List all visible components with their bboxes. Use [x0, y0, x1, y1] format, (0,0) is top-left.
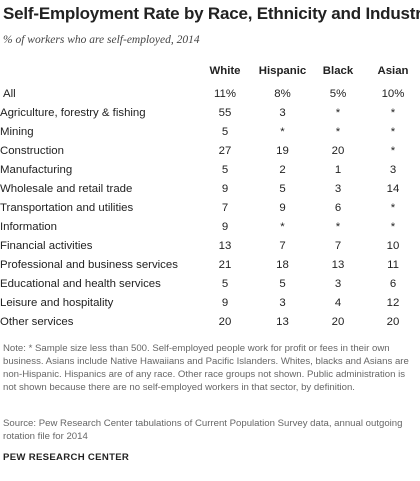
table-cell: 2 — [279, 163, 286, 176]
table-row: Mining 5 * * * — [0, 122, 420, 141]
row-label: Financial activities — [0, 239, 93, 252]
table-cell: 5% — [329, 87, 347, 100]
table-cell: 3 — [334, 182, 342, 195]
table-cell: 10% — [381, 87, 405, 100]
chart-subtitle: % of workers who are self-employed, 2014 — [3, 34, 200, 46]
table-cell: * — [335, 220, 341, 233]
table-cell: 9 — [221, 220, 229, 233]
chart-title: Self-Employment Rate by Race, Ethnicity … — [3, 4, 420, 23]
table-cell: 20 — [331, 144, 345, 157]
table-cell: 3 — [279, 296, 286, 309]
table-cell: 13 — [218, 239, 232, 252]
row-label: Educational and health services — [0, 277, 161, 290]
header-row: White Hispanic Black Asian — [0, 58, 420, 84]
header-spacer — [0, 58, 195, 84]
table-cell: 8% — [274, 87, 291, 100]
table-row-all: All 11% 8% 5% 10% — [0, 84, 420, 103]
table-cell: 3 — [389, 163, 397, 176]
data-table: White Hispanic Black Asian All 11% 8% 5% 10%… — [0, 58, 420, 331]
table-row: Wholesale and retail trade 9 5 3 14 — [0, 179, 420, 198]
table-cell: 19 — [276, 144, 289, 157]
row-label: Construction — [0, 144, 64, 157]
table-cell: 12 — [386, 296, 400, 309]
row-label: Agriculture, forestry & fishing — [0, 106, 146, 119]
footnote: Note: * Sample size less than 500. Self-… — [3, 343, 409, 393]
row-label: Professional and business services — [0, 258, 178, 271]
source-note: Source: Pew Research Center tabulations … — [3, 418, 403, 442]
table-cell: 11 — [387, 258, 399, 271]
table-row: Leisure and hospitality 9 3 4 12 — [0, 293, 420, 312]
table-cell: 21 — [218, 258, 232, 271]
table-cell: 5 — [279, 182, 286, 195]
row-label: Leisure and hospitality — [0, 296, 114, 309]
table-cell: 4 — [334, 296, 342, 309]
table-body: All 11% 8% 5% 10% Agriculture, forestry & fis… — [0, 84, 420, 331]
column-header: White — [209, 65, 241, 77]
table-cell: 10 — [386, 239, 400, 252]
row-label: Wholesale and retail trade — [0, 182, 133, 195]
table-row: Manufacturing 5 2 1 3 — [0, 160, 420, 179]
row-label: Other services — [0, 315, 74, 328]
table-cell: * — [390, 125, 396, 138]
table-cell: 20 — [331, 315, 345, 328]
table-row: Agriculture, forestry & fishing 55 3 * * — [0, 103, 420, 122]
table-cell: * — [390, 106, 396, 119]
table-cell: * — [390, 144, 396, 157]
table-cell: 11% — [214, 87, 236, 100]
table-cell: 5 — [221, 125, 229, 138]
table-cell: 5 — [221, 163, 229, 176]
table-cell: 5 — [221, 277, 229, 290]
table-cell: 7 — [334, 239, 342, 252]
table-cell: 14 — [386, 182, 400, 195]
table-cell: 6 — [389, 277, 397, 290]
row-label: Transportation and utilities — [0, 201, 134, 214]
table-row: Transportation and utilities 7 9 6 * — [0, 198, 420, 217]
table-row: Educational and health services 5 5 3 6 — [0, 274, 420, 293]
table-cell: * — [390, 201, 396, 214]
column-header: Black — [322, 65, 354, 77]
table-cell: * — [280, 125, 285, 138]
column-header: Hispanic — [258, 65, 307, 77]
table-cell: 1 — [334, 163, 342, 176]
row-label: All — [3, 87, 16, 100]
table-cell: * — [390, 220, 396, 233]
table-cell: 13 — [331, 258, 345, 271]
table-cell: 27 — [218, 144, 232, 157]
table-cell: 5 — [279, 277, 286, 290]
table-cell: * — [335, 106, 341, 119]
table-cell: 7 — [221, 201, 229, 214]
table-cell: 20 — [386, 315, 400, 328]
row-label: Information — [0, 220, 57, 233]
table-cell: 13 — [276, 315, 289, 328]
table-cell: 55 — [218, 106, 232, 119]
table-row: Construction 27 19 20 * — [0, 141, 420, 160]
column-header: Asian — [377, 65, 409, 77]
table-row: Financial activities 13 7 7 10 — [0, 236, 420, 255]
table-cell: 18 — [276, 258, 289, 271]
table-cell: 6 — [334, 201, 342, 214]
table-cell: 3 — [279, 106, 286, 119]
table-cell: 7 — [279, 239, 286, 252]
brand-logo-text: PEW RESEARCH CENTER — [3, 452, 130, 463]
table-cell: * — [335, 125, 341, 138]
table-row: Other services 20 13 20 20 — [0, 312, 420, 331]
table-cell: 9 — [221, 182, 229, 195]
table-cell: 20 — [218, 315, 232, 328]
row-label: Manufacturing — [0, 163, 73, 176]
table-row: Professional and business services 21 18 13… — [0, 255, 420, 274]
table-cell: * — [280, 220, 285, 233]
table-row: Information 9 * * * — [0, 217, 420, 236]
table-cell: 9 — [221, 296, 229, 309]
row-label: Mining — [0, 125, 34, 138]
table-cell: 9 — [279, 201, 286, 214]
table-cell: 3 — [334, 277, 342, 290]
